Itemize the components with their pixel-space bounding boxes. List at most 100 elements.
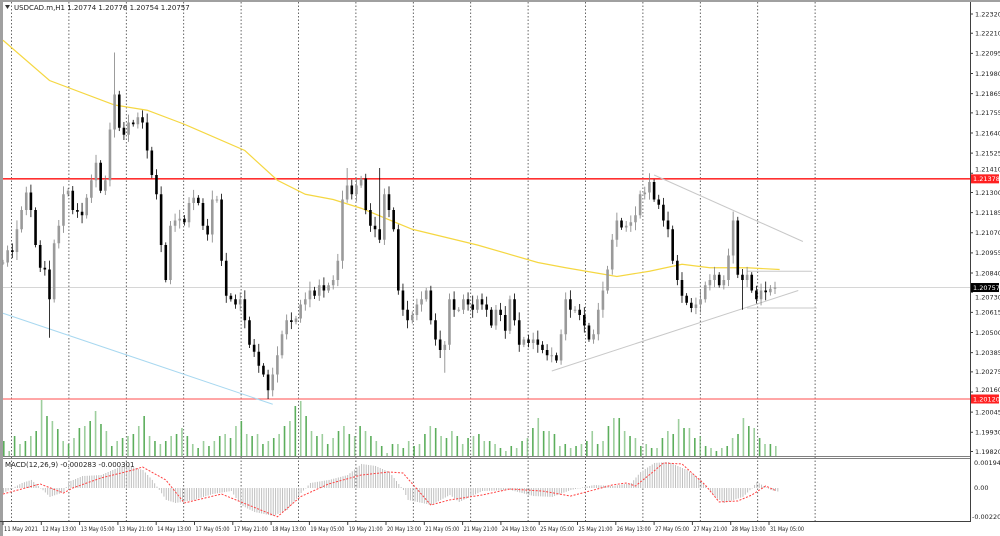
macd-histogram-bar bbox=[628, 483, 630, 488]
volume-bar bbox=[391, 444, 394, 456]
bear-candle bbox=[71, 190, 75, 210]
volume-bar bbox=[321, 434, 324, 456]
volume-bar bbox=[429, 426, 432, 456]
bear-candle bbox=[201, 203, 205, 226]
volume-bar bbox=[656, 448, 658, 456]
volume-bar bbox=[326, 444, 329, 456]
macd-histogram-bar bbox=[5, 488, 7, 492]
bull-candle bbox=[629, 222, 633, 226]
volume-bar bbox=[127, 436, 129, 456]
macd-histogram-bar bbox=[263, 488, 265, 514]
volume-bar bbox=[299, 401, 302, 456]
bear-candle bbox=[527, 339, 530, 343]
volume-bar bbox=[245, 434, 248, 456]
macd-histogram-bar bbox=[319, 481, 321, 488]
volume-bars bbox=[3, 400, 777, 456]
macd-histogram-bar bbox=[400, 487, 402, 488]
volume-bar bbox=[478, 434, 480, 456]
trendline[interactable] bbox=[2, 312, 273, 405]
macd-histogram-bar bbox=[533, 488, 535, 497]
price-label: 1.20275 bbox=[975, 368, 1000, 376]
macd-histogram-bar bbox=[591, 485, 593, 488]
time-label: 25 May 21:00 bbox=[579, 525, 613, 533]
macd-histogram-bar bbox=[556, 488, 558, 496]
macd-histogram-bar bbox=[26, 481, 28, 488]
macd-histogram-bar bbox=[175, 488, 177, 503]
volume-bar bbox=[337, 431, 340, 456]
macd-histogram-bar bbox=[728, 488, 730, 502]
bull-candle bbox=[336, 260, 340, 280]
volume-bar bbox=[278, 434, 280, 456]
trendlines[interactable] bbox=[2, 174, 817, 405]
macd-histogram-bar bbox=[751, 488, 753, 489]
price-label: 1.22095 bbox=[975, 50, 1000, 58]
macd-histogram-bar bbox=[505, 488, 507, 491]
macd-histogram-bar bbox=[461, 488, 463, 501]
macd-histogram-bar bbox=[579, 488, 581, 489]
bear-candle bbox=[434, 320, 437, 340]
time-axis[interactable]: 11 May 2021 12 May 13:00 13 May 05:00 13 Ma… bbox=[2, 522, 804, 533]
bull-candle bbox=[759, 290, 763, 300]
volume-bar bbox=[370, 436, 372, 456]
macd-histogram-bar bbox=[72, 479, 74, 488]
bull-candle bbox=[355, 185, 358, 195]
volume-bar bbox=[105, 431, 108, 456]
bull-candle bbox=[699, 299, 702, 305]
macd-histogram-bar bbox=[433, 488, 435, 504]
price-axis[interactable]: 1.22320 1.22210 1.22095 1.21980 1.21865 1.217… bbox=[970, 10, 1000, 456]
macd-histogram-bar bbox=[3, 488, 4, 494]
bear-candle bbox=[99, 162, 102, 191]
volume-bar bbox=[683, 428, 685, 456]
volume-bar bbox=[364, 431, 367, 456]
bear-candle bbox=[764, 290, 767, 293]
volume-bar bbox=[440, 436, 442, 456]
macd-histogram-bar bbox=[333, 478, 335, 488]
macd-histogram-bar bbox=[170, 488, 172, 502]
macd-histogram-bar bbox=[265, 488, 267, 515]
volume-bar bbox=[29, 436, 32, 456]
bull-candle bbox=[462, 299, 465, 310]
time-label: 19 May 05:00 bbox=[310, 525, 344, 533]
macd-histogram-bar bbox=[426, 488, 428, 504]
volume-bar bbox=[56, 429, 59, 456]
bull-candle bbox=[634, 215, 637, 223]
macd-histogram-bar bbox=[391, 475, 393, 488]
macd-histogram-bar bbox=[651, 464, 653, 488]
volume-bar bbox=[461, 444, 464, 456]
time-label: 24 May 13:00 bbox=[502, 525, 536, 533]
price-label: 1.19930 bbox=[975, 429, 1000, 437]
macd-histogram-bar bbox=[749, 488, 751, 491]
volume-bar bbox=[677, 419, 680, 456]
bear-candle bbox=[183, 218, 186, 223]
level-price-label: 1.21378 bbox=[973, 175, 1000, 183]
bear-candle bbox=[657, 199, 661, 205]
trendline[interactable] bbox=[653, 174, 804, 242]
bear-candle bbox=[676, 260, 679, 280]
bear-candle bbox=[197, 197, 200, 203]
macd-histogram-bar bbox=[389, 472, 390, 488]
macd-histogram-bar bbox=[681, 468, 683, 488]
volume-bar bbox=[672, 434, 675, 456]
macd-histogram-bar bbox=[414, 488, 416, 502]
bear-candle bbox=[466, 299, 470, 305]
volume-bar bbox=[553, 434, 556, 456]
price-levels[interactable] bbox=[3, 178, 970, 400]
macd-histogram-bar bbox=[202, 488, 204, 497]
bull-candle bbox=[280, 334, 284, 356]
macd-histogram-bar bbox=[321, 481, 323, 488]
triangle-down-icon[interactable] bbox=[5, 5, 10, 9]
bull-candle bbox=[238, 299, 242, 305]
trendline[interactable] bbox=[551, 290, 799, 372]
volume-bar bbox=[413, 446, 415, 456]
bull-candle bbox=[276, 355, 279, 375]
bull-candle bbox=[596, 309, 600, 335]
macd-histogram-bar bbox=[240, 488, 242, 505]
price-label: 1.20045 bbox=[975, 408, 1000, 416]
bull-candle bbox=[303, 299, 307, 305]
macd-histogram-bar bbox=[677, 466, 679, 488]
macd-histogram-bar bbox=[123, 466, 125, 488]
volume-bar bbox=[629, 436, 631, 456]
macd-histogram-bar bbox=[761, 484, 763, 488]
volume-bar bbox=[521, 441, 523, 456]
